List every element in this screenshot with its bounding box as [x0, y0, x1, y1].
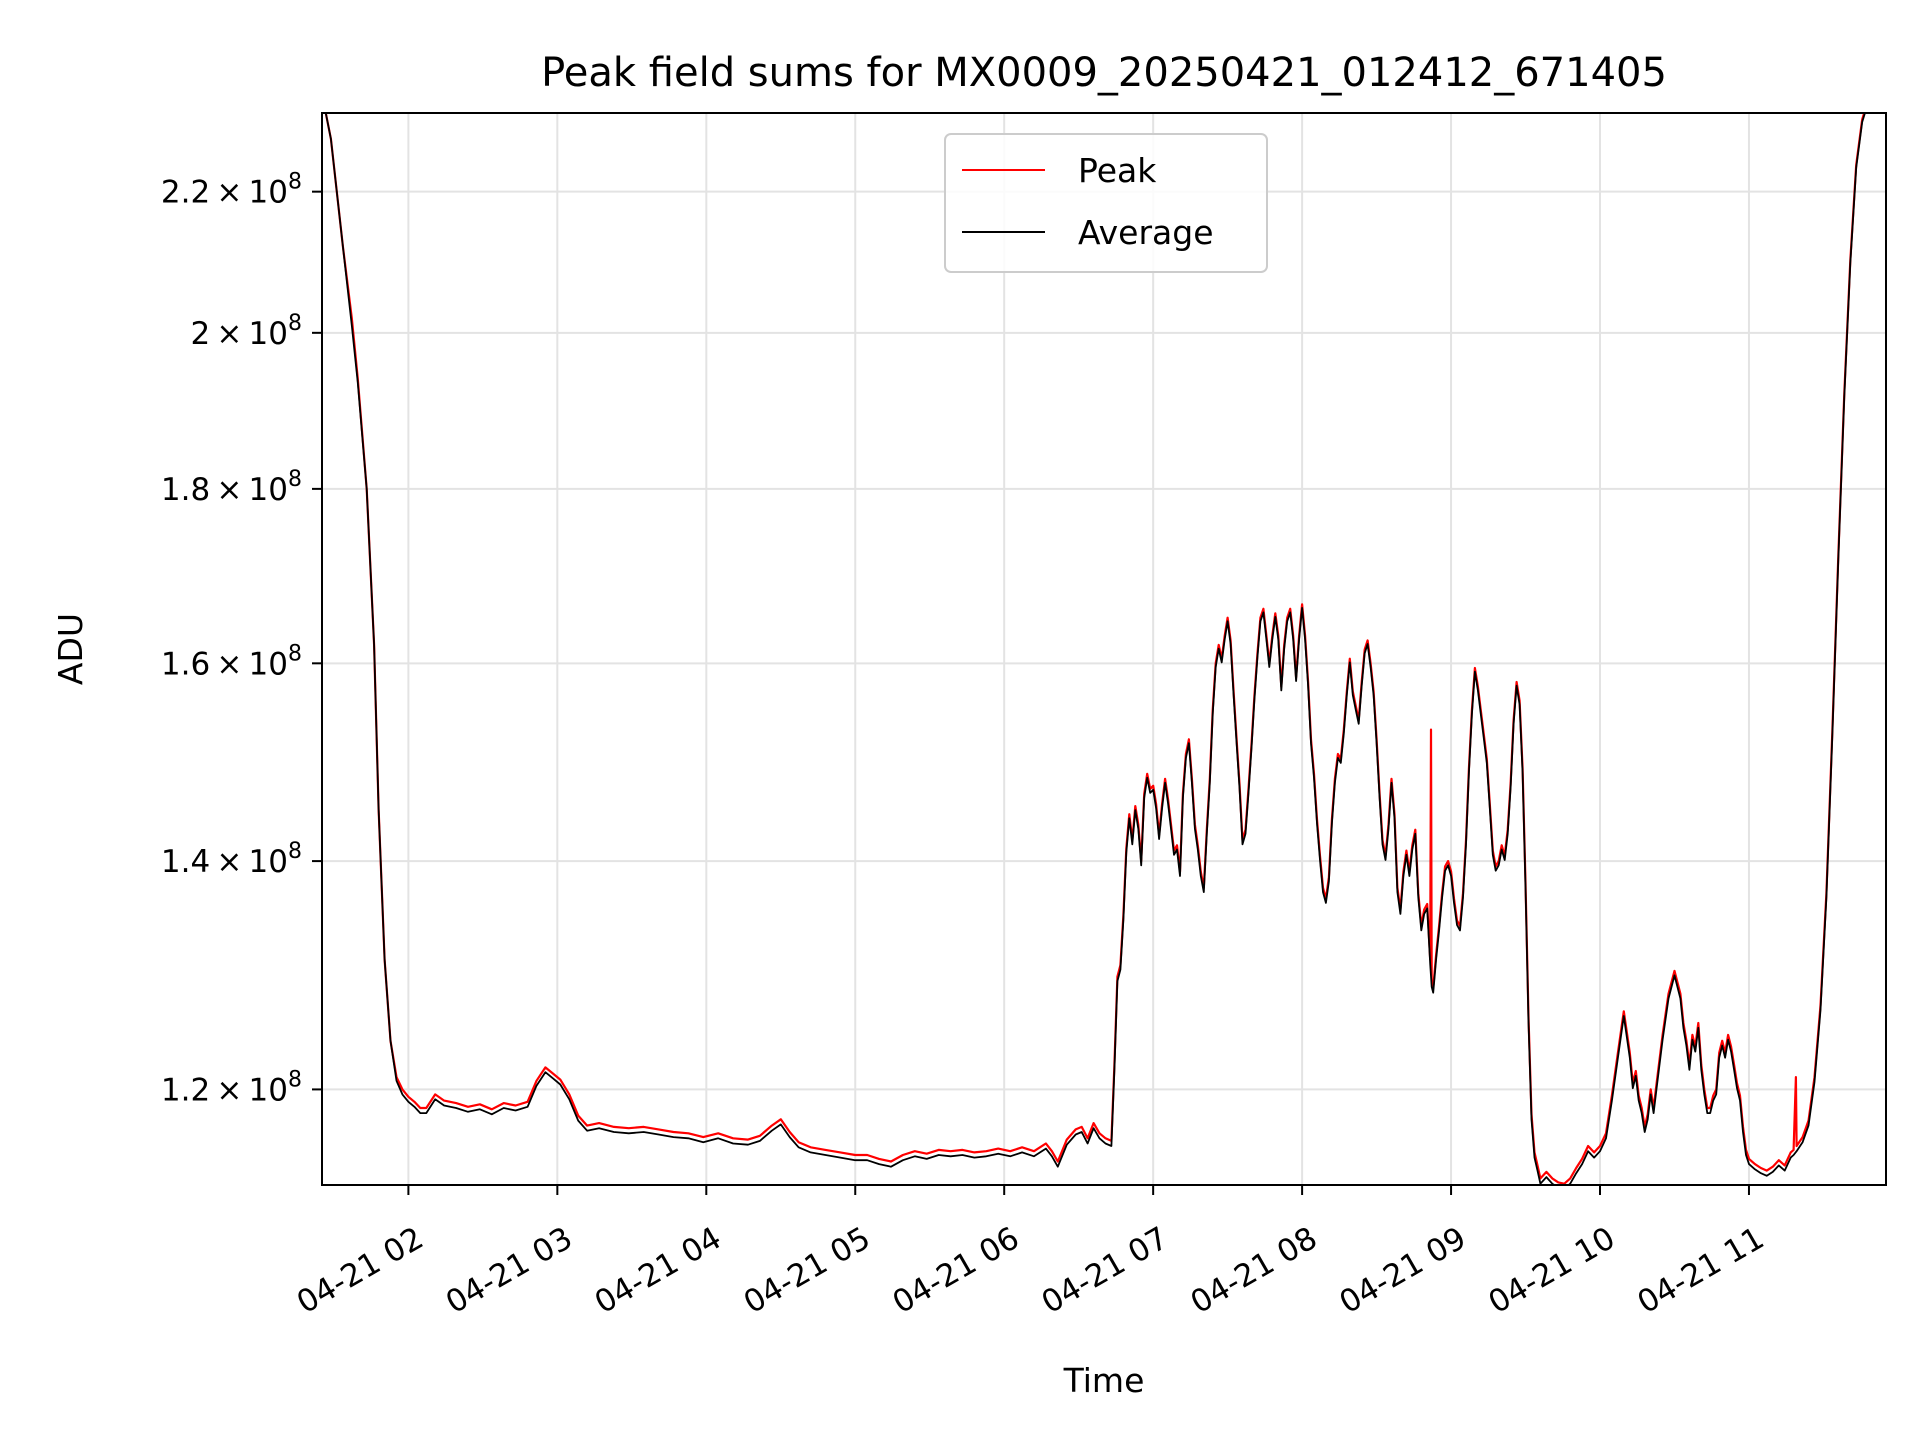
y-tick-label: 2.2 × 108: [161, 170, 302, 211]
y-tick-label: 1.8 × 108: [161, 467, 302, 508]
x-axis-label: Time: [1063, 1361, 1145, 1400]
legend-label-average: Average: [1078, 213, 1214, 252]
y-tick-label: 1.6 × 108: [161, 641, 302, 682]
y-tick-label: 1.2 × 108: [161, 1067, 302, 1108]
legend-box: [944, 133, 1268, 273]
series-line-average: [324, 113, 1866, 1185]
legend-label-peak: Peak: [1078, 151, 1157, 190]
y-tick-label: 1.4 × 108: [161, 839, 302, 880]
series-layer: [324, 113, 1866, 1185]
y-tick-label: 2 × 108: [190, 311, 302, 352]
legend: Peak Average: [944, 133, 1268, 273]
grid: [322, 113, 1886, 1185]
plot-frame: [321, 112, 1887, 1186]
y-axis-label: ADU: [51, 613, 90, 685]
chart-title: Peak field sums for MX0009_20250421_0124…: [541, 50, 1667, 96]
y-axis: 1.2 × 108 1.4 × 108 1.6 × 108 1.8 × 108 2 × …: [161, 170, 322, 1108]
